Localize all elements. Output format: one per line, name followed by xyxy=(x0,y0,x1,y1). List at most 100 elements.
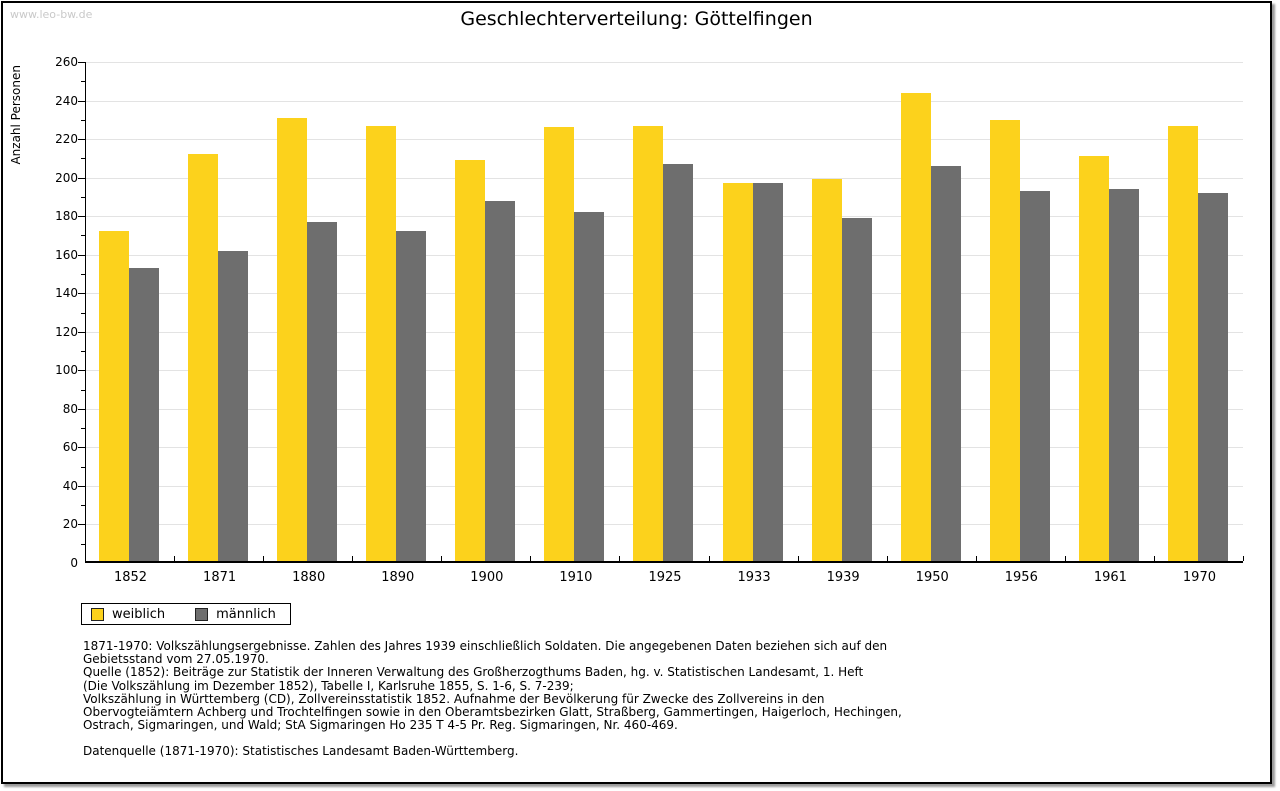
x-axis-tick-label: 1961 xyxy=(1093,570,1127,585)
y-axis-major-tick xyxy=(78,447,86,449)
bar-weiblich xyxy=(188,154,219,561)
y-axis-minor-tick xyxy=(81,81,86,83)
y-axis-minor-tick xyxy=(81,312,86,314)
bar-group: 1880 xyxy=(264,62,354,585)
bar-weiblich xyxy=(1167,126,1198,561)
legend-item-maennlich: männlich xyxy=(195,607,276,622)
y-axis-minor-tick xyxy=(81,158,86,160)
y-axis-label: Anzahl Personen xyxy=(9,65,23,165)
x-axis-tick-label: 1880 xyxy=(292,570,326,585)
x-axis-tick-label: 1871 xyxy=(203,570,237,585)
y-axis-minor-tick xyxy=(81,389,86,391)
legend-item-weiblich: weiblich xyxy=(91,607,165,622)
x-axis-tick-label: 1939 xyxy=(826,570,860,585)
y-axis-major-tick xyxy=(78,524,86,526)
y-axis-major-tick xyxy=(78,139,86,141)
x-axis-tick-label: 1925 xyxy=(648,570,682,585)
y-axis-minor-tick xyxy=(81,428,86,430)
y-axis-minor-tick xyxy=(81,466,86,468)
y-axis-minor-tick xyxy=(81,119,86,121)
x-axis-tick xyxy=(619,556,621,561)
bar-group: 1871 xyxy=(175,62,265,585)
gridline xyxy=(86,100,1243,102)
y-axis-tick-label: 140 xyxy=(55,286,78,301)
bar-weiblich xyxy=(722,183,753,561)
x-axis-tick xyxy=(530,556,532,561)
y-axis-major-tick xyxy=(78,331,86,333)
y-axis-tick-label: 20 xyxy=(62,517,78,532)
y-axis-minor-tick xyxy=(81,235,86,237)
x-axis-tick-label: 1910 xyxy=(559,570,593,585)
y-axis-tick-label: 100 xyxy=(55,363,78,378)
bar-weiblich xyxy=(544,127,575,561)
bar-weiblich xyxy=(455,160,486,561)
bar-maennlich xyxy=(930,166,961,561)
gridline xyxy=(86,139,1243,141)
y-axis-tick-label: 220 xyxy=(55,132,78,147)
gridline xyxy=(86,62,1243,63)
bar-maennlich xyxy=(396,231,427,561)
chart-title: Geschlechterverteilung: Göttelfingen xyxy=(460,8,813,30)
y-axis-major-tick xyxy=(78,408,86,410)
y-axis-minor-tick xyxy=(81,273,86,275)
bar-weiblich xyxy=(1078,156,1109,561)
bar-group: 1961 xyxy=(1066,62,1155,585)
weiblich-swatch xyxy=(91,607,104,621)
bar-group: 1939 xyxy=(799,62,888,585)
y-axis-tick-label: 80 xyxy=(62,401,78,416)
y-axis-tick-label: 180 xyxy=(55,209,78,224)
bar-maennlich xyxy=(1019,191,1050,561)
y-axis-tick-label: 0 xyxy=(70,556,78,570)
bar-maennlich xyxy=(574,212,605,561)
y-axis-major-tick xyxy=(78,293,86,295)
x-axis-tick xyxy=(1153,556,1155,561)
y-axis-minor-tick xyxy=(81,505,86,507)
legend-box: weiblich männlich xyxy=(81,603,291,625)
y-axis-minor-tick xyxy=(81,351,86,353)
x-axis-tick xyxy=(174,556,176,561)
y-axis-major-tick xyxy=(78,177,86,179)
y-axis-major-tick xyxy=(78,216,86,218)
y-axis-tick-label: 160 xyxy=(55,247,78,262)
bar-weiblich xyxy=(99,231,129,561)
bar-maennlich xyxy=(307,222,338,561)
bar-group: 1890 xyxy=(353,62,443,585)
x-axis-tick xyxy=(797,556,799,561)
y-axis-tick-label: 60 xyxy=(62,440,78,455)
x-axis-tick-label: 1970 xyxy=(1182,570,1216,585)
bar-maennlich xyxy=(129,268,159,561)
x-axis-tick xyxy=(441,556,443,561)
plot-area: 20 40 60 80 100 120 140 160 180 200 220 240 260 0 1852… xyxy=(55,55,1244,585)
bar-maennlich xyxy=(663,164,694,561)
bar-weiblich xyxy=(277,118,308,561)
bar-group: 1956 xyxy=(977,62,1066,585)
bar-group: 1970 xyxy=(1155,62,1244,585)
x-axis-tick xyxy=(975,556,977,561)
x-axis-tick-label: 1956 xyxy=(1004,570,1038,585)
bar-weiblich xyxy=(366,126,397,561)
legend-label-maennlich: männlich xyxy=(216,606,276,622)
bar-maennlich xyxy=(841,218,872,561)
bar-maennlich xyxy=(485,201,516,561)
y-axis-major-tick xyxy=(78,62,86,63)
x-axis-tick xyxy=(886,556,888,561)
bar-group: 1950 xyxy=(888,62,977,585)
x-axis-tick xyxy=(1242,556,1244,561)
legend-label-weiblich: weiblich xyxy=(112,606,166,622)
y-axis-minor-tick xyxy=(81,196,86,198)
x-axis-tick-label: 1933 xyxy=(737,570,771,585)
y-axis-major-tick xyxy=(78,370,86,372)
x-axis-tick xyxy=(708,556,710,561)
maennlich-swatch xyxy=(195,607,209,621)
x-axis-tick xyxy=(263,556,265,561)
bar-weiblich xyxy=(900,93,931,561)
bar-maennlich xyxy=(1197,193,1228,561)
bar-weiblich xyxy=(811,179,842,561)
y-axis-tick-label: 40 xyxy=(62,478,78,493)
x-axis-tick xyxy=(1064,556,1066,561)
y-axis-tick-label: 120 xyxy=(55,324,78,339)
y-axis-major-tick xyxy=(78,100,86,102)
bar-group: 1852 xyxy=(86,62,176,585)
x-axis-tick xyxy=(352,556,354,561)
